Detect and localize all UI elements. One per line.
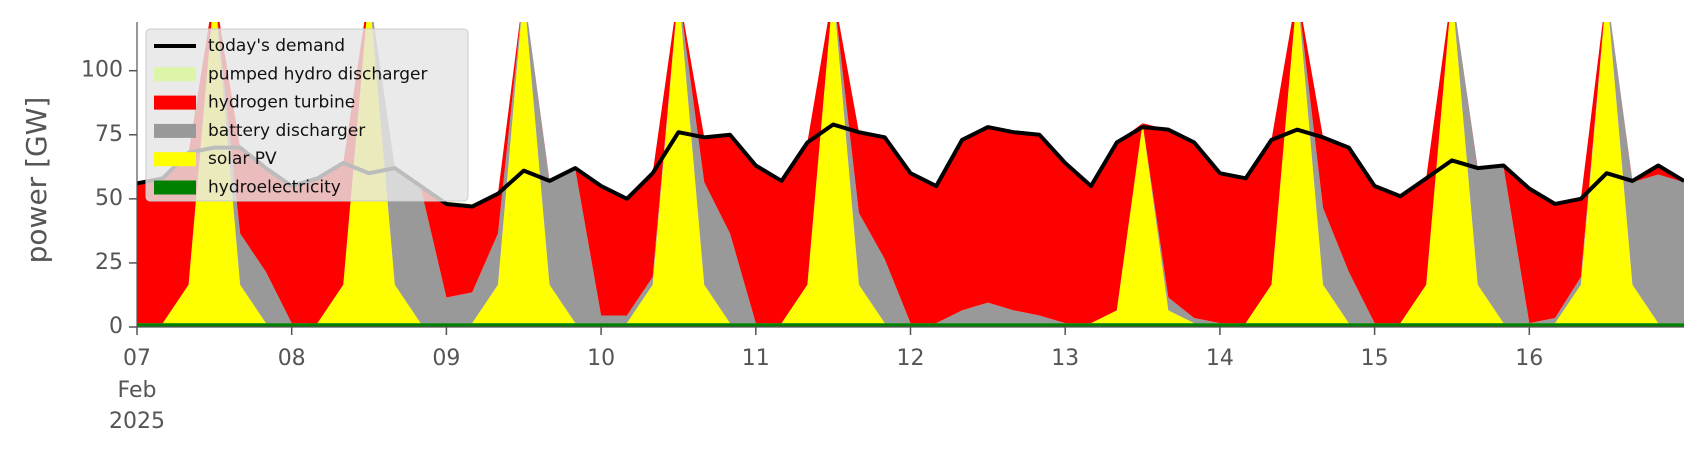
legend-box <box>145 28 469 202</box>
legend-swatch <box>154 95 196 110</box>
legend-label: pumped hydro discharger <box>208 64 427 84</box>
legend: today's demand pumped hydro discharger hyd… <box>145 28 469 202</box>
y-tick-label: 50 <box>95 186 123 211</box>
x-tick-label: 08 <box>278 346 306 371</box>
area <box>137 323 1684 327</box>
area <box>137 22 1684 324</box>
y-tick-label: 100 <box>81 58 123 83</box>
y-tick-label: 25 <box>95 250 123 275</box>
y-tick-label: 75 <box>95 122 123 147</box>
legend-label: solar PV <box>208 149 277 169</box>
x-tick-label: 14 <box>1206 346 1234 371</box>
legend-swatch <box>154 180 196 195</box>
legend-label: hydrogen turbine <box>208 93 355 113</box>
x-tick-label: 07 <box>123 346 151 371</box>
y-tick-label: 0 <box>109 314 123 339</box>
legend-label: battery discharger <box>208 121 365 141</box>
area <box>137 22 1684 324</box>
legend-swatch <box>154 67 196 82</box>
x-sublabel: 2025 <box>109 409 165 434</box>
x-tick-label: 13 <box>1051 346 1079 371</box>
x-tick-label: 12 <box>897 346 925 371</box>
y-axis-label: power [GW] <box>20 97 53 264</box>
x-tick-label: 15 <box>1361 346 1389 371</box>
legend-label: today's demand <box>208 36 345 56</box>
legend-swatch <box>154 123 196 138</box>
x-tick-label: 10 <box>587 346 615 371</box>
legend-label: hydroelectricity <box>208 178 341 198</box>
x-sublabel: Feb <box>118 378 157 403</box>
x-tick-label: 16 <box>1515 346 1543 371</box>
legend-swatch <box>154 152 196 167</box>
x-tick-label: 09 <box>432 346 460 371</box>
x-tick-label: 11 <box>742 346 770 371</box>
